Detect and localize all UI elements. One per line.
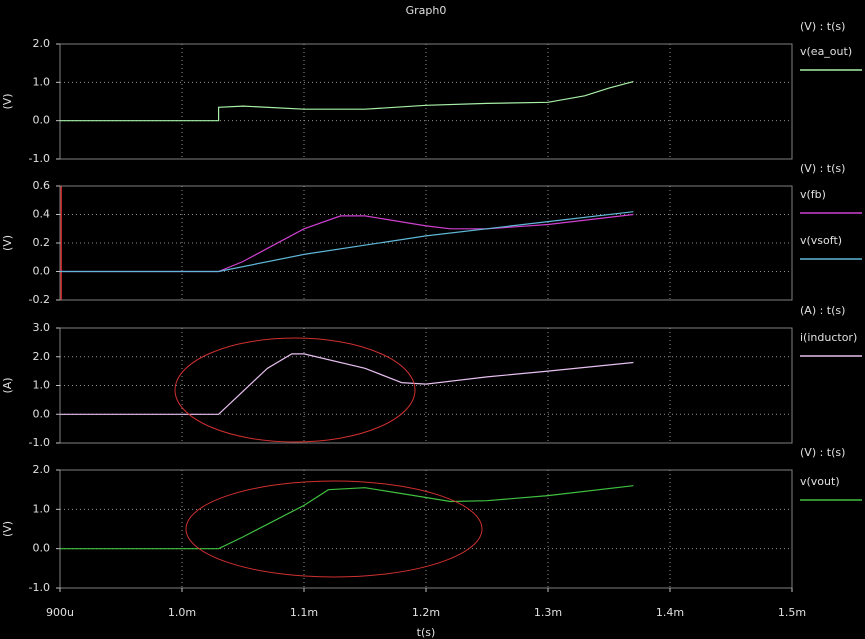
legend-label: v(ea_out)	[800, 45, 852, 58]
x-axis-label: t(s)	[417, 626, 436, 639]
legend-label: v(vsoft)	[800, 234, 842, 247]
y-axis-label: (V)	[1, 235, 14, 251]
legend-label: v(vout)	[800, 475, 840, 488]
panel-header: (V) : t(s)	[800, 20, 845, 33]
series-line	[60, 81, 634, 122]
series-line	[60, 485, 634, 550]
y-tick-label: 0.0	[33, 407, 51, 420]
panel-header: (A) : t(s)	[800, 304, 845, 317]
x-tick-label: 1.2m	[412, 606, 440, 619]
series-line	[60, 353, 634, 415]
x-tick-label: 1.1m	[290, 606, 318, 619]
chart-title: Graph0	[406, 4, 447, 17]
y-tick-label: -1.0	[29, 436, 50, 449]
y-tick-label: -1.0	[29, 581, 50, 594]
y-tick-label: 0.0	[33, 114, 51, 127]
y-tick-label: 0.2	[33, 236, 51, 249]
y-tick-label: 0.6	[33, 179, 51, 192]
y-tick-label: 2.0	[33, 463, 51, 476]
highlight-ellipse	[174, 337, 416, 443]
x-tick-label: 1.3m	[534, 606, 562, 619]
plots: 2.0 1.0 0.0 -1.0 (V) (V) : t(s) v(ea_out) 0.6 0.…	[1, 20, 862, 639]
y-axis-label: (A)	[1, 377, 14, 393]
y-tick-label: 1.0	[33, 502, 51, 515]
y-tick-label: 3.0	[33, 321, 51, 334]
series-line	[60, 213, 634, 273]
y-tick-label: 0.0	[33, 265, 51, 278]
y-tick-label: 0.4	[33, 208, 51, 221]
y-tick-label: -0.2	[29, 293, 50, 306]
series-line	[60, 211, 634, 273]
y-tick-label: -1.0	[29, 152, 50, 165]
highlight-ellipse	[185, 480, 483, 578]
legend-label: v(fb)	[800, 188, 826, 201]
y-axis-label: (V)	[1, 521, 14, 537]
y-tick-label: 2.0	[33, 350, 51, 363]
x-tick-label: 900u	[46, 606, 74, 619]
y-tick-label: 1.0	[33, 379, 51, 392]
y-axis-label: (V)	[1, 93, 14, 109]
panel-header: (V) : t(s)	[800, 162, 845, 175]
y-tick-label: 1.0	[33, 75, 51, 88]
legend-label: i(inductor)	[800, 331, 857, 344]
y-tick-label: 2.0	[33, 37, 51, 50]
x-tick-label: 1.0m	[168, 606, 196, 619]
panel-header: (V) : t(s)	[800, 446, 845, 459]
y-tick-label: 0.0	[33, 542, 51, 555]
x-tick-label: 1.5m	[778, 606, 806, 619]
x-tick-label: 1.4m	[656, 606, 684, 619]
